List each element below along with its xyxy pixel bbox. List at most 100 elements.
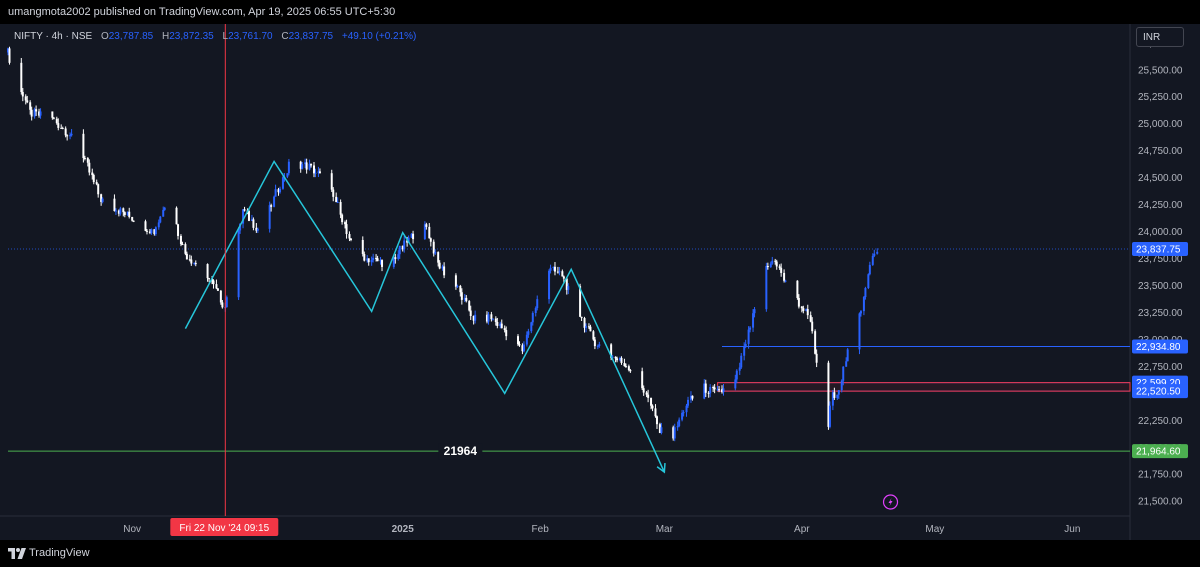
candle-body <box>318 171 321 174</box>
candle-body <box>460 292 463 300</box>
price-label: 22,934.80 <box>1136 342 1181 353</box>
candle-body <box>703 383 706 399</box>
support-annotation: 21964 <box>444 444 478 458</box>
candle-body <box>691 395 694 399</box>
candle-body <box>117 210 120 214</box>
y-tick-label: 21,750.00 <box>1138 470 1183 481</box>
candle-body <box>308 163 311 170</box>
price-label-box <box>1132 384 1188 399</box>
candle-body <box>437 252 440 263</box>
candle-body <box>873 253 876 256</box>
candle-body <box>687 399 690 406</box>
candle-body <box>721 389 723 393</box>
candle-body <box>734 379 737 389</box>
candle-body <box>678 419 681 427</box>
candle-body <box>148 231 151 233</box>
candle-body <box>270 205 273 207</box>
candle-body <box>673 427 676 439</box>
candle-body <box>86 158 89 163</box>
candle-body <box>837 390 840 395</box>
x-tick-label: Nov <box>123 524 141 535</box>
candle-body <box>221 302 224 308</box>
y-tick-label: 25,250.00 <box>1138 92 1183 103</box>
y-tick-label: 24,750.00 <box>1138 146 1183 157</box>
candle-body <box>709 387 712 394</box>
candle-body <box>800 306 803 309</box>
candle-body <box>39 111 42 116</box>
footer-bar: TradingView <box>0 540 1200 567</box>
candle-body <box>624 366 627 368</box>
candle-body <box>162 209 165 217</box>
annotation-bg <box>438 443 483 460</box>
candle-body <box>871 255 874 265</box>
candle-body <box>349 238 352 241</box>
candle-body <box>558 271 561 273</box>
candle-body <box>868 264 871 275</box>
candle-body <box>500 323 503 329</box>
candle-body <box>339 201 342 215</box>
candle-body <box>128 211 131 217</box>
candle-body <box>738 367 741 371</box>
candle-body <box>225 297 228 308</box>
candle-body <box>256 228 259 231</box>
candle-body <box>587 326 590 328</box>
candle-body <box>740 355 743 368</box>
candle-body <box>845 361 848 367</box>
price-chart[interactable]: 21,500.0021,750.0022,000.0022,250.0022,5… <box>0 24 1200 540</box>
candle-body <box>304 162 307 165</box>
candle-body <box>361 240 364 254</box>
candle-body <box>797 297 800 307</box>
candle-body <box>530 322 533 332</box>
candle-body <box>491 318 494 320</box>
candle-body <box>778 266 781 268</box>
publish-header: umangmota2002 published on TradingView.c… <box>0 0 1200 24</box>
candle-body <box>589 326 592 332</box>
price-label-box <box>1132 339 1188 354</box>
candle-body <box>567 286 570 290</box>
high-label: H <box>162 31 170 42</box>
candle-body <box>185 253 188 260</box>
candle-body <box>780 267 783 273</box>
candle-body <box>52 117 55 119</box>
candle-body <box>406 240 409 243</box>
price-label: 21,964.60 <box>1136 447 1181 458</box>
candle-body <box>363 253 366 261</box>
candle-body <box>145 230 148 232</box>
candle-body <box>689 395 692 400</box>
candle-body <box>765 265 768 310</box>
candle-body <box>428 226 431 239</box>
y-tick-label: 23,750.00 <box>1138 254 1183 265</box>
candle-body <box>379 260 382 262</box>
candle-body <box>392 257 395 267</box>
candle-body <box>119 208 122 214</box>
candle-body <box>722 388 725 393</box>
currency-button[interactable]: INR <box>1136 27 1184 47</box>
candle-body <box>57 123 60 128</box>
chart-frame: 21,500.0021,750.0022,000.0022,250.0022,5… <box>0 24 1200 540</box>
candle-body <box>660 427 663 433</box>
zigzag-drawing <box>184 159 666 473</box>
candle-body <box>20 62 23 92</box>
candle-body <box>277 189 280 193</box>
candle-body <box>858 313 861 350</box>
candle-body <box>376 258 379 262</box>
candle-body <box>273 196 276 207</box>
candle-body <box>496 322 499 326</box>
candle-body <box>459 285 462 293</box>
candle-body <box>614 356 617 359</box>
candle-body <box>811 321 814 332</box>
candle-body <box>775 261 778 267</box>
candle-body <box>753 309 756 314</box>
candle-body <box>521 345 524 352</box>
candle-body <box>735 370 738 380</box>
candle-body <box>412 233 415 240</box>
candle-body <box>268 205 271 229</box>
candle-body <box>394 257 397 259</box>
candle-body <box>83 158 86 160</box>
open-value: 23,787.85 <box>108 31 154 42</box>
candle-body <box>287 161 290 174</box>
lightning-bolt-icon <box>888 498 893 506</box>
candle-body <box>531 313 534 323</box>
candle-body <box>749 327 752 330</box>
price-label: 23,837.75 <box>1136 245 1181 256</box>
